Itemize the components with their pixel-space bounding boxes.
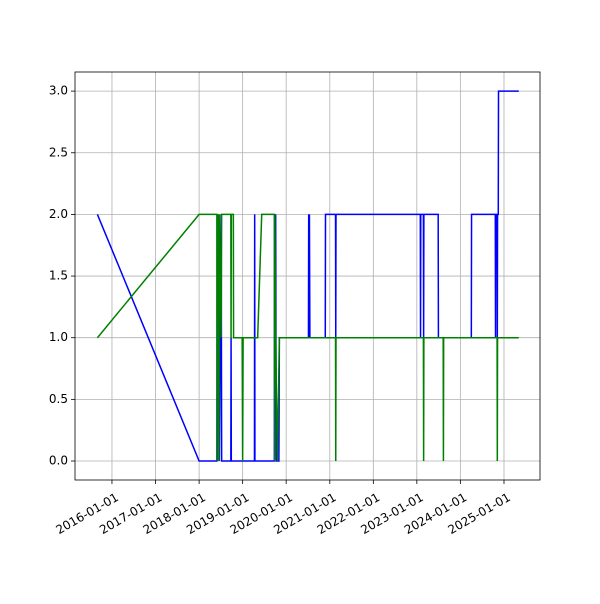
y-tick-label: 1.0 bbox=[49, 330, 68, 344]
plot-frame bbox=[74, 71, 541, 481]
y-tick-label: 2.5 bbox=[49, 145, 68, 159]
y-tick-label: 0.0 bbox=[49, 454, 68, 468]
y-tick-label: 2.0 bbox=[49, 207, 68, 221]
y-tick-label: 1.5 bbox=[49, 269, 68, 283]
y-tick-label: 0.5 bbox=[49, 392, 68, 406]
y-tick-label: 3.0 bbox=[49, 84, 68, 98]
line-series bbox=[96, 213, 519, 462]
